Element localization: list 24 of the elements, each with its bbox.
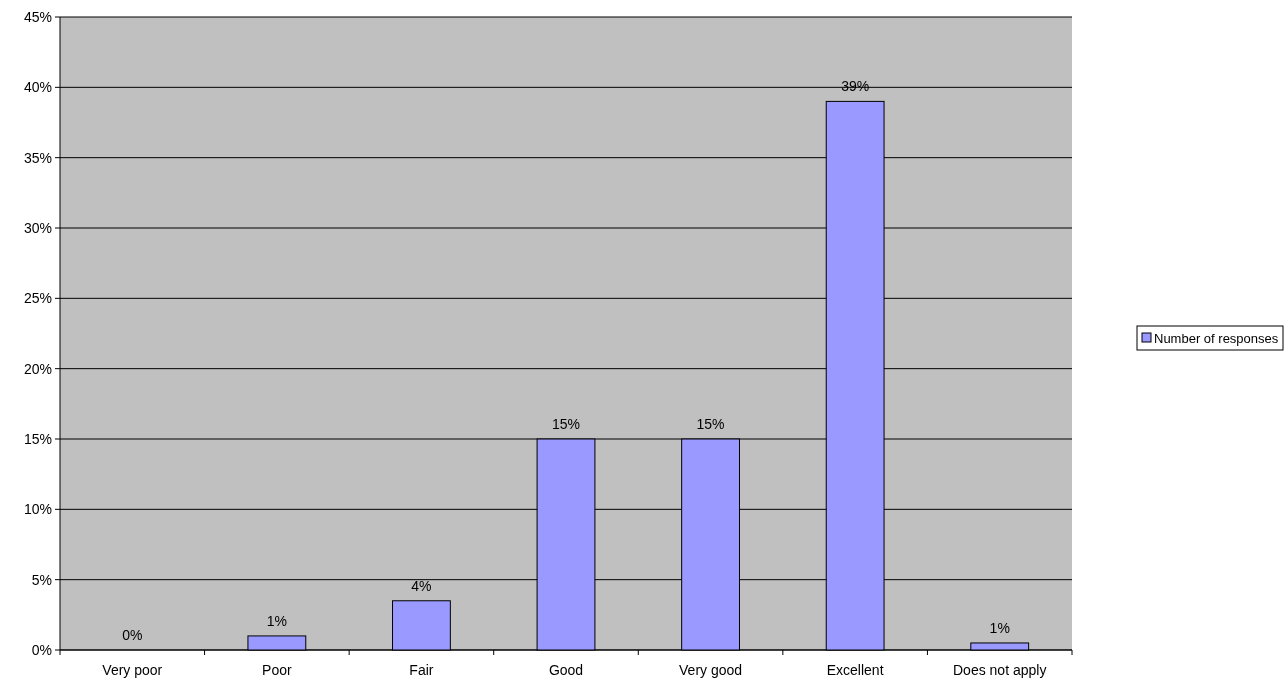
x-tick-label: Fair xyxy=(409,662,434,678)
data-label: 1% xyxy=(266,612,287,629)
y-tick-label: 15% xyxy=(23,430,52,447)
y-tick-label: 5% xyxy=(31,571,52,588)
x-tick-label: Excellent xyxy=(826,662,884,678)
x-tick-label: Does not apply xyxy=(953,662,1047,678)
data-label: 15% xyxy=(551,416,581,432)
data-label: 1% xyxy=(989,619,1010,636)
x-tick-label: Poor xyxy=(262,662,292,678)
x-tick-label: Very good xyxy=(679,662,743,678)
y-tick-label: 45% xyxy=(23,8,52,25)
y-tick-label: 20% xyxy=(23,360,52,377)
y-tick-label: 25% xyxy=(23,290,52,307)
y-tick-label: 10% xyxy=(23,501,52,518)
y-tick-label: 40% xyxy=(23,79,52,96)
x-tick-label: Very poor xyxy=(102,662,163,678)
data-label: 0% xyxy=(122,627,143,643)
y-tick-label: 30% xyxy=(23,219,52,236)
legend-label: Number of responses xyxy=(1154,330,1279,346)
data-label: 15% xyxy=(696,416,725,432)
data-label: 4% xyxy=(411,577,432,594)
y-tick-label: 0% xyxy=(31,641,52,658)
x-tick-label: Good xyxy=(548,662,584,678)
y-tick-label: 35% xyxy=(23,149,52,166)
